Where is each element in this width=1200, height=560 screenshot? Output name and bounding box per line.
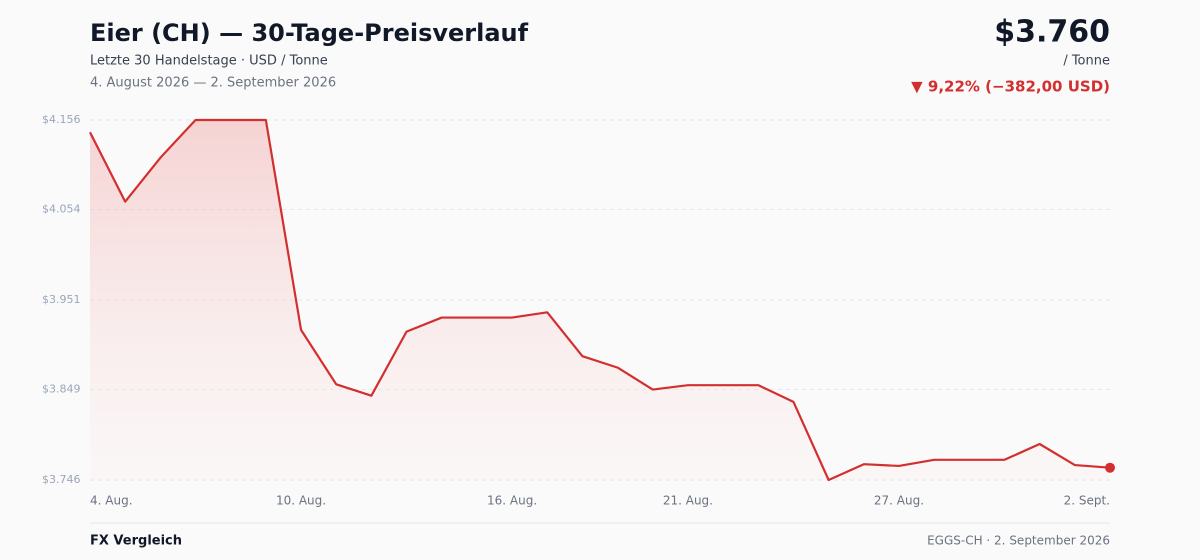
x-tick-label: 4. Aug. bbox=[90, 494, 133, 508]
footer-left: FX Vergleich bbox=[90, 534, 182, 549]
line bbox=[89, 118, 1111, 482]
date-range: 4. August 2026 — 2. September 2026 bbox=[90, 76, 336, 91]
y-tick-label: $3.849 bbox=[42, 383, 81, 396]
footer-right: EGGS-CH · 2. September 2026 bbox=[927, 534, 1110, 548]
x-tick-label: 21. Aug. bbox=[663, 494, 713, 508]
end-point bbox=[1105, 462, 1115, 473]
price: $3.760 bbox=[994, 15, 1110, 50]
x-tick-label: 10. Aug. bbox=[276, 494, 326, 508]
y-tick-label: $4.156 bbox=[42, 113, 81, 126]
unit: / Tonne bbox=[1063, 54, 1110, 69]
x-tick-label: 16. Aug. bbox=[487, 494, 537, 508]
title: Eier (CH) — 30-Tage-Preisverlauf bbox=[90, 19, 529, 47]
x-tick-label: 2. Sept. bbox=[1064, 494, 1110, 508]
change: ▼ 9,22% (−382,00 USD) bbox=[911, 78, 1110, 96]
y-tick-label: $4.054 bbox=[42, 203, 81, 216]
area bbox=[90, 120, 1110, 480]
subtitle: Letzte 30 Handelstage · USD / Tonne bbox=[90, 54, 328, 69]
y-tick-label: $3.746 bbox=[42, 473, 81, 486]
y-tick-label: $3.951 bbox=[42, 293, 81, 306]
x-tick-label: 27. Aug. bbox=[874, 494, 924, 508]
